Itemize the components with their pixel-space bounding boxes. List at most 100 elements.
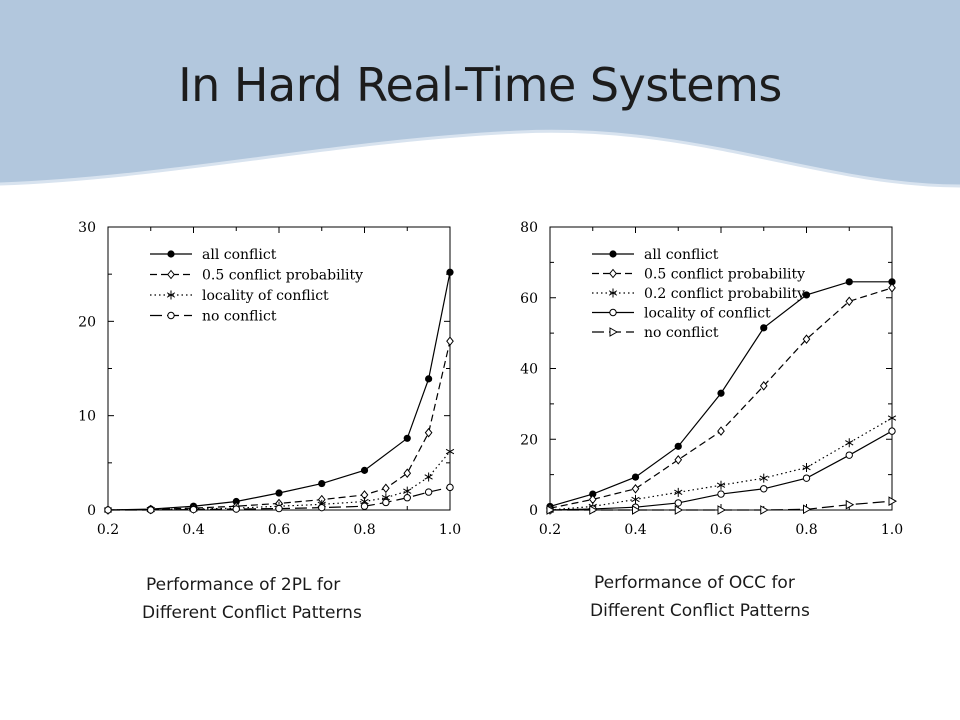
chart-0-ytick-label: 10 bbox=[78, 409, 96, 425]
chart-0-xtick-label: 0.8 bbox=[353, 522, 375, 538]
chart-1-legend-label: no conflict bbox=[644, 325, 719, 341]
chart-1-legend-marker bbox=[608, 288, 618, 298]
chart-0-data-point bbox=[275, 489, 283, 497]
caption-2pl-line-2: Different Conflict Patterns bbox=[142, 603, 362, 623]
chart-0-data-point bbox=[425, 375, 433, 383]
chart-0-legend-marker bbox=[167, 311, 175, 320]
chart-1-ytick-label: 0 bbox=[529, 503, 538, 519]
chart-0-xtick-label: 0.4 bbox=[182, 522, 204, 538]
chart-1-data-point bbox=[759, 473, 768, 483]
chart-1-series-line bbox=[549, 430, 893, 511]
chart-1-data-point bbox=[887, 413, 897, 423]
chart-0-data-point bbox=[403, 434, 411, 442]
chart-1-data-point bbox=[674, 505, 684, 515]
chart-1-data-point bbox=[674, 454, 683, 465]
chart-0-ytick-label: 30 bbox=[78, 220, 96, 236]
chart-0-data-point bbox=[232, 505, 240, 513]
chart-0-xtick-label: 1.0 bbox=[439, 522, 461, 538]
banner-shape bbox=[0, 0, 960, 186]
caption-2pl: Performance of 2PL for Different Conflic… bbox=[142, 571, 362, 627]
chart-1-data-point bbox=[760, 485, 768, 493]
chart-1-ytick-label: 80 bbox=[520, 220, 538, 236]
chart-1-legend-label: locality of conflict bbox=[644, 306, 771, 322]
chart-0-data-point bbox=[360, 466, 369, 474]
chart-0-data-point bbox=[403, 468, 412, 479]
chart-occ: 0 20 40 60 80 0.2 0.4 0.6 0.8 1.0 all conflict 0.5 … bbox=[520, 220, 903, 538]
chart-1-data-point bbox=[717, 490, 725, 498]
chart-1-data-point bbox=[802, 334, 811, 344]
chart-1-series-3 bbox=[546, 427, 896, 514]
chart-1-data-point bbox=[888, 427, 896, 435]
chart-1-data-point bbox=[674, 487, 683, 497]
chart-0-data-point bbox=[446, 268, 454, 276]
chart-1-series-line bbox=[549, 417, 893, 511]
chart-1-legend-marker bbox=[609, 250, 617, 258]
chart-0-data-point bbox=[424, 488, 433, 496]
chart-1-data-point bbox=[802, 463, 811, 473]
chart-0-series-3 bbox=[104, 483, 454, 514]
chart-0-data-point bbox=[275, 504, 283, 513]
chart-1-xtick-label: 0.2 bbox=[539, 522, 561, 538]
chart-0-data-point bbox=[403, 494, 411, 502]
chart-0-data-point bbox=[424, 472, 433, 482]
chart-1-data-point bbox=[717, 505, 727, 515]
chart-1-data-point bbox=[546, 505, 556, 515]
chart-1-data-point bbox=[632, 505, 641, 515]
chart-1-data-point bbox=[888, 283, 896, 293]
chart-1-data-point bbox=[631, 494, 640, 504]
chart-1-data-point bbox=[802, 291, 811, 299]
chart-1-data-point bbox=[845, 296, 854, 307]
chart-0-legend: all conflict 0.5 conflict probability loca… bbox=[150, 247, 363, 325]
chart-0-data-point bbox=[147, 506, 155, 514]
chart-1-xtick-label: 0.8 bbox=[795, 522, 817, 538]
chart-1-legend-label: 0.2 conflict probability bbox=[644, 286, 805, 302]
chart-1-data-point bbox=[845, 438, 854, 448]
chart-0-legend-label: no conflict bbox=[202, 309, 277, 325]
chart-0-data-point bbox=[446, 483, 454, 492]
chart-1-data-point bbox=[716, 480, 726, 490]
chart-0-data-point bbox=[445, 447, 455, 457]
chart-0-data-point bbox=[424, 427, 433, 438]
caption-occ: Performance of OCC for Different Conflic… bbox=[590, 569, 810, 625]
banner-highlight bbox=[0, 129, 960, 188]
chart-0-xtick-label: 0.2 bbox=[97, 522, 119, 538]
chart-1-series-0 bbox=[546, 278, 896, 511]
chart-1-xtick-label: 0.6 bbox=[710, 522, 732, 538]
chart-0-ytick-label: 20 bbox=[78, 314, 96, 330]
chart-1-data-point bbox=[888, 496, 898, 507]
chart-1-data-point bbox=[888, 278, 896, 286]
chart-1-data-point bbox=[589, 505, 598, 515]
chart-0-data-point bbox=[318, 503, 326, 512]
chart-1-legend-marker bbox=[609, 308, 617, 317]
chart-1-data-point bbox=[803, 504, 812, 515]
chart-0-legend-marker bbox=[167, 250, 175, 258]
chart-1-data-point bbox=[589, 490, 597, 498]
chart-0-legend-marker bbox=[167, 269, 175, 280]
caption-occ-line-1: Performance of OCC for bbox=[594, 573, 795, 593]
chart-1-data-point bbox=[845, 499, 855, 510]
chart-1-legend-label: all conflict bbox=[644, 247, 719, 263]
chart-1-data-point bbox=[845, 278, 853, 286]
chart-2pl: 0 10 20 30 0.2 0.4 0.6 0.8 1.0 all conflict 0.5 co… bbox=[78, 220, 461, 538]
chart-1-legend: all conflict 0.5 conflict probability 0.2 … bbox=[592, 247, 805, 341]
chart-0-data-point bbox=[318, 479, 326, 488]
title-banner bbox=[0, 0, 960, 188]
chart-1-legend-label: 0.5 conflict probability bbox=[644, 267, 805, 283]
chart-0-data-point bbox=[189, 505, 198, 514]
chart-1-data-point bbox=[759, 381, 768, 391]
chart-0-series-1 bbox=[104, 336, 454, 515]
chart-1-legend-marker bbox=[609, 327, 619, 337]
chart-1-xtick-label: 0.4 bbox=[624, 522, 646, 538]
chart-1-data-point bbox=[802, 474, 811, 482]
chart-1-data-point bbox=[674, 499, 682, 507]
page-title: In Hard Real-Time Systems bbox=[178, 58, 782, 112]
caption-occ-line-2: Different Conflict Patterns bbox=[590, 601, 810, 621]
chart-1-ytick-label: 40 bbox=[520, 362, 538, 378]
chart-0-data-point bbox=[360, 502, 369, 510]
chart-0-series-2 bbox=[103, 447, 455, 515]
chart-1-data-point bbox=[674, 442, 682, 450]
chart-1-data-point bbox=[845, 451, 853, 459]
chart-1-series-4 bbox=[546, 496, 898, 515]
chart-0-data-point bbox=[104, 506, 112, 514]
chart-1-ytick-label: 60 bbox=[520, 291, 538, 307]
